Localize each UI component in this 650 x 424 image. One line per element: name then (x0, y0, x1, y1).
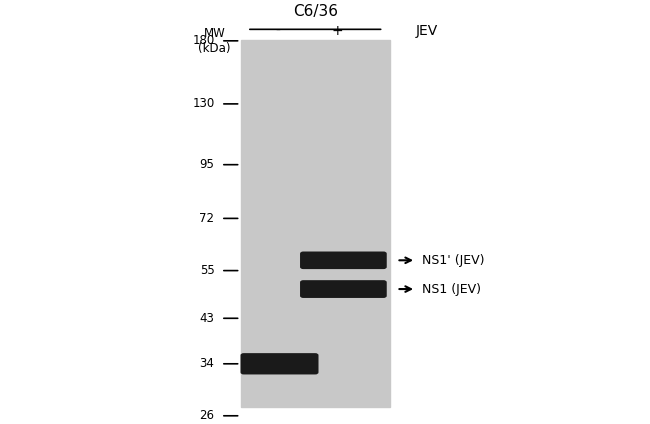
Text: 55: 55 (200, 264, 214, 277)
Text: 34: 34 (200, 357, 214, 370)
FancyBboxPatch shape (300, 251, 387, 269)
Text: NS1 (JEV): NS1 (JEV) (422, 282, 482, 296)
Text: 72: 72 (200, 212, 214, 225)
Text: 43: 43 (200, 312, 214, 325)
Text: 180: 180 (192, 34, 214, 47)
Bar (240, 40, 390, 407)
Text: C6/36: C6/36 (292, 4, 338, 19)
FancyBboxPatch shape (240, 353, 318, 374)
Text: NS1' (JEV): NS1' (JEV) (422, 254, 485, 267)
Text: 26: 26 (200, 409, 214, 422)
Text: +: + (332, 24, 343, 38)
Text: 95: 95 (200, 158, 214, 171)
FancyBboxPatch shape (300, 280, 387, 298)
Text: -: - (276, 24, 280, 38)
Text: JEV: JEV (416, 24, 438, 38)
Text: MW
(kDa): MW (kDa) (198, 27, 231, 55)
Text: 130: 130 (192, 98, 214, 110)
